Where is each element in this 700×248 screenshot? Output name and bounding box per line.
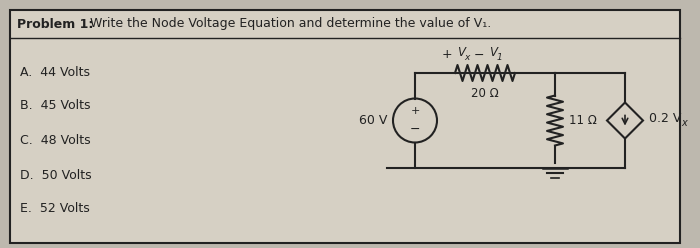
Polygon shape	[607, 102, 643, 138]
Text: x: x	[464, 54, 470, 62]
Text: +: +	[410, 106, 420, 117]
Text: B.  45 Volts: B. 45 Volts	[20, 99, 90, 112]
Text: x: x	[681, 119, 687, 128]
Text: V: V	[457, 47, 465, 60]
Text: +: +	[442, 49, 452, 62]
Text: −: −	[410, 123, 420, 136]
Text: C.  48 Volts: C. 48 Volts	[20, 134, 90, 147]
Text: E.  52 Volts: E. 52 Volts	[20, 202, 90, 215]
Text: V: V	[489, 47, 497, 60]
Text: A.  44 Volts: A. 44 Volts	[20, 66, 90, 79]
Text: 1: 1	[496, 54, 502, 62]
FancyBboxPatch shape	[10, 10, 680, 243]
Text: −: −	[474, 49, 484, 62]
Text: 20 Ω: 20 Ω	[471, 87, 499, 100]
Text: Problem 1:: Problem 1:	[17, 18, 93, 31]
Text: D.  50 Volts: D. 50 Volts	[20, 169, 92, 182]
Text: 0.2 V: 0.2 V	[649, 112, 681, 125]
Text: 60 V: 60 V	[358, 114, 387, 127]
Text: Write the Node Voltage Equation and determine the value of V₁.: Write the Node Voltage Equation and dete…	[82, 18, 491, 31]
Text: 11 Ω: 11 Ω	[569, 114, 597, 127]
